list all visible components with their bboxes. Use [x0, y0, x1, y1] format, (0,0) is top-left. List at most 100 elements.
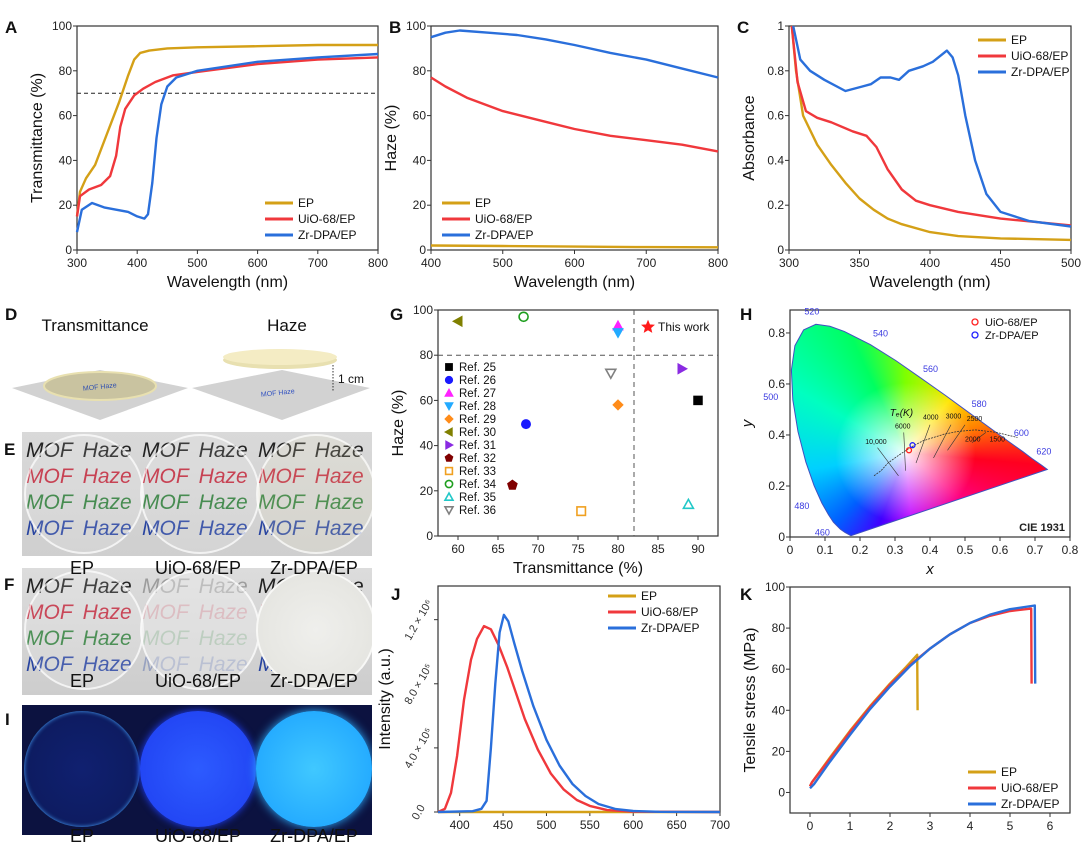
panel-letter-a: A: [5, 18, 18, 37]
legend-label: Ref. 31: [459, 440, 496, 452]
legend-label: Ref. 32: [459, 453, 496, 465]
legend-label: Ref. 33: [459, 466, 496, 478]
legend-label: UiO-68/EP: [298, 212, 355, 226]
x-tick-label: 0.1: [817, 543, 834, 557]
legend-label: EP: [1001, 765, 1017, 779]
x-tick-label: 1: [847, 819, 854, 833]
x-tick-label: 300: [67, 256, 87, 270]
x-tick-label: 500: [536, 818, 556, 832]
y-tick-label: 0.4: [768, 428, 785, 442]
sample-disk: [256, 711, 372, 827]
sample-label: Zr-DPA/EP: [270, 558, 358, 578]
legend-label: Ref. 26: [459, 375, 496, 387]
sample-disk: [256, 434, 372, 554]
x-tick-label: 500: [187, 256, 207, 270]
series-line-zr-dpa-ep: [809, 604, 1037, 790]
chart-h: 0 0.1 0.2 0.3 0.4 0.5 0.6 0.7 0.8 0 0.2 0.4 0.6 0.8 x y: [739, 309, 1079, 578]
y-tick-label: 0.8: [768, 326, 785, 340]
y-axis-label: Tensile stress (MPa): [742, 628, 759, 773]
legend-label: Ref. 35: [459, 492, 496, 504]
distance-label: 1 cm: [338, 372, 364, 386]
sample-label: Zr-DPA/EP: [270, 671, 358, 691]
x-tick-label: 75: [571, 542, 585, 556]
cct-axis-label: Tₑ(K): [890, 408, 913, 419]
y-tick-label: 20: [59, 198, 73, 212]
legend-marker: [444, 414, 454, 424]
legend-label: EP: [475, 196, 491, 210]
wavelength-label: 500: [763, 392, 778, 402]
wavelength-label: 520: [804, 306, 819, 316]
legend-marker: [444, 466, 454, 476]
legend-label: Zr-DPA/EP: [298, 228, 356, 242]
cie-title: CIE 1931: [1019, 522, 1065, 534]
y-tick-label: 40: [413, 153, 427, 167]
series-line-ep: [790, 25, 1072, 242]
x-tick-label: 65: [491, 542, 505, 556]
x-axis-label: Wavelength (nm): [167, 274, 288, 291]
y-tick-label: 1: [777, 19, 784, 33]
sample-disk: [24, 434, 144, 554]
y-axis-label: Transmittance (%): [29, 73, 46, 203]
x-tick-label: 650: [667, 818, 687, 832]
x-tick-label: 500: [1061, 256, 1081, 270]
chart-b: 400 500 600 700 800 0 20 40 60 80 100 Wavelength (n…: [383, 19, 728, 291]
wavelength-label: 580: [972, 399, 987, 409]
y-tick-label: 80: [420, 348, 434, 362]
legend-marker: [445, 440, 455, 450]
y-tick-label: 100: [413, 303, 433, 317]
y-tick-label: 0.6: [768, 377, 785, 391]
x-tick-label: 80: [611, 542, 625, 556]
legend-label: Zr-DPA/EP: [475, 228, 533, 242]
y-tick-label: 60: [772, 662, 786, 676]
cct-value: 4000: [923, 415, 939, 422]
y-tick-label: 80: [772, 621, 786, 635]
x-tick-label: 60: [451, 542, 465, 556]
panel-letter-c: C: [737, 18, 750, 37]
sample-disk-on-paper: [43, 371, 157, 401]
legend-label: Ref. 25: [459, 362, 496, 374]
series-line-uio-68-ep: [790, 25, 1072, 227]
series-line-zr-dpa-ep: [792, 25, 1072, 228]
x-tick-label: 500: [493, 256, 513, 270]
y-tick-label: 0: [778, 530, 785, 544]
data-point: [677, 362, 689, 375]
x-tick-label: 0: [807, 819, 814, 833]
sample-text-left: MOF Haze: [83, 382, 117, 393]
sample-disk: [256, 570, 372, 690]
y-tick-label: 40: [772, 703, 786, 717]
x-tick-label: 0.8: [1062, 543, 1079, 557]
isotherm-line: [947, 424, 966, 451]
y-tick-label: 40: [420, 439, 434, 453]
legend-label: UiO-68/EP: [475, 212, 532, 226]
transmittance-title: Transmittance: [41, 316, 148, 335]
y-tick-label: 20: [413, 198, 427, 212]
panel-letter-b: B: [389, 18, 402, 37]
sample-label: EP: [69, 671, 95, 691]
data-point: [604, 368, 618, 380]
sample-disk: [24, 711, 140, 827]
wavelength-label: 540: [873, 329, 888, 339]
legend-marker: [971, 331, 979, 339]
y-tick-label: 60: [413, 109, 427, 123]
wavelength-label: 620: [1036, 446, 1051, 456]
data-point: [451, 315, 463, 328]
sample-disk-raised: [223, 349, 337, 365]
panel-letter-h: H: [740, 305, 753, 324]
legend-label: Ref. 29: [459, 414, 496, 426]
x-tick-label: 0.6: [992, 543, 1009, 557]
x-tick-label: 800: [368, 256, 388, 270]
legend-label: EP: [1011, 33, 1027, 47]
legend-label: Ref. 34: [459, 479, 497, 491]
y-tick-label: 0.8: [767, 64, 784, 78]
legend-marker: [445, 363, 453, 371]
x-tick-label: 0.2: [852, 543, 869, 557]
legend-label: UiO-68/EP: [641, 605, 698, 619]
y-axis-label: Haze (%): [383, 105, 400, 172]
series-line-uio-68-ep: [430, 76, 719, 153]
data-point: [576, 506, 587, 517]
x-tick-label: 70: [531, 542, 545, 556]
